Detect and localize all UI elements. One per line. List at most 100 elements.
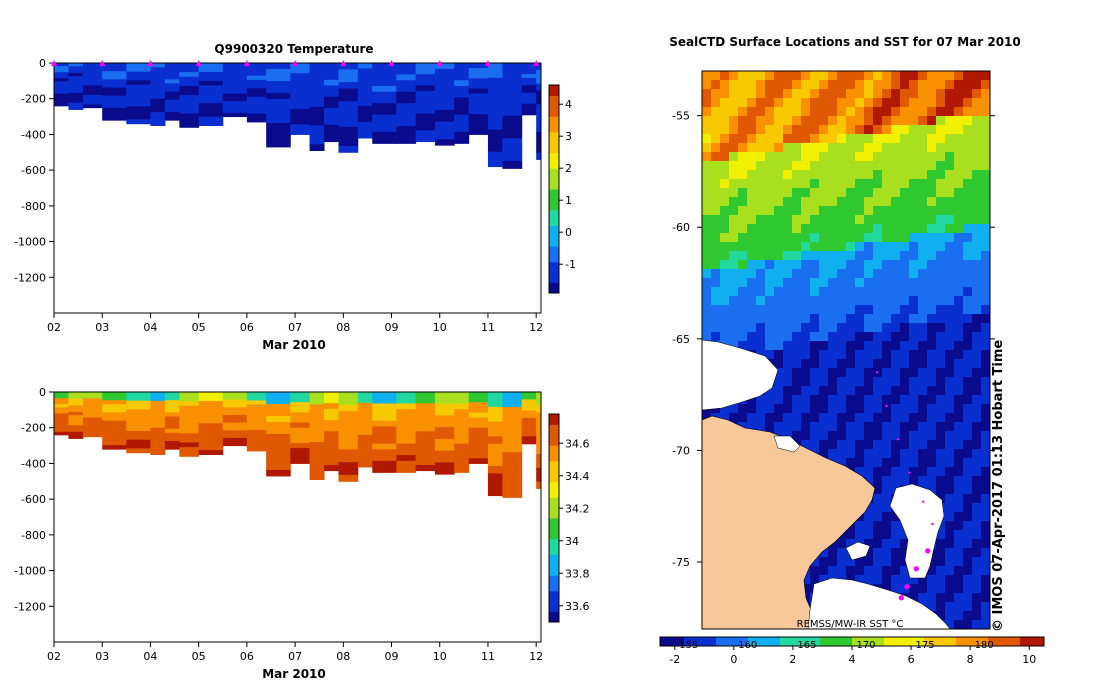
sst-cell (963, 170, 973, 180)
sst-cell (954, 98, 964, 108)
sst-cell (711, 215, 721, 225)
sst-cell (882, 395, 892, 405)
sst-cell (972, 341, 982, 351)
x-tick-label: 04 (143, 650, 157, 663)
sst-cell (828, 350, 838, 360)
sst-cell (927, 575, 937, 585)
section-cell (54, 72, 69, 76)
section-cell (324, 403, 339, 410)
sst-cell (801, 107, 811, 117)
sst-cell (972, 539, 982, 549)
section-cell (324, 102, 339, 109)
colorbar-swatch (820, 637, 829, 646)
sst-cell (909, 134, 919, 144)
section-cell (536, 467, 541, 476)
surface-profile-markers (51, 60, 540, 66)
sst-cell (972, 116, 982, 126)
sst-cell (891, 386, 901, 396)
section-cell (68, 415, 84, 420)
sst-cell (945, 467, 955, 477)
sst-cell (972, 332, 982, 342)
section-cell (246, 84, 267, 89)
section-cell (246, 100, 267, 106)
sst-cell (873, 134, 883, 144)
sst-cell (945, 557, 955, 567)
sst-cell (936, 296, 946, 306)
sst-cell (918, 188, 928, 198)
sst-cell (738, 323, 748, 333)
sst-cell (783, 197, 793, 207)
section-cell (454, 403, 470, 410)
sst-cell (900, 125, 910, 135)
sst-cell (945, 251, 955, 261)
sst-cell (864, 107, 874, 117)
sst-cell (945, 458, 955, 468)
section-cell (102, 111, 127, 117)
section-cell (487, 151, 503, 160)
sst-cell (702, 287, 712, 297)
y-tick-label: 0 (39, 386, 46, 399)
section-cell (309, 404, 325, 412)
section-cell (126, 67, 151, 73)
sst-cell (702, 323, 712, 333)
sst-cell (837, 449, 847, 459)
sst-cell (792, 350, 802, 360)
section-cell (150, 63, 166, 68)
section-cell (266, 92, 291, 100)
lat-tick-label: -60 (672, 221, 690, 234)
sst-cell (855, 98, 865, 108)
sst-cell (756, 314, 766, 324)
sst-cell (936, 539, 946, 549)
sst-cell (900, 242, 910, 252)
y-tick-label: -1000 (14, 565, 46, 578)
x-tick-label: 08 (336, 650, 350, 663)
sst-cell (873, 206, 883, 216)
sst-cell (918, 332, 928, 342)
colorbar-swatch (549, 111, 559, 117)
sst-cell (981, 350, 990, 360)
sst-cell (792, 314, 802, 324)
sst-cell (783, 224, 793, 234)
sst-cell (756, 89, 766, 99)
sst-cell (918, 368, 928, 378)
section-cell (82, 98, 103, 102)
sst-cell (711, 143, 721, 153)
section-cell (521, 428, 537, 434)
colorbar-swatch (549, 121, 559, 128)
section-cell (54, 102, 69, 107)
sst-cell (900, 314, 910, 324)
section-cell (396, 460, 417, 468)
section-cell (487, 129, 503, 138)
section-cell (54, 99, 69, 104)
sst-cell (954, 305, 964, 315)
sst-cell (918, 215, 928, 225)
sst-cell (882, 206, 892, 216)
section-cell (179, 63, 200, 69)
sst-cell (756, 224, 766, 234)
sst-cell (963, 305, 973, 315)
sst-cell (819, 98, 829, 108)
section-cell (290, 119, 311, 125)
sst-cell (801, 350, 811, 360)
sst-cell (909, 224, 919, 234)
longitude-tick-label: 165 (797, 640, 816, 651)
sst-cell (918, 458, 928, 468)
sst-cell (891, 323, 901, 333)
sst-cell (936, 179, 946, 189)
section-cell (434, 109, 455, 117)
section-cell (415, 408, 436, 415)
sst-cell (918, 143, 928, 153)
sst-cell (783, 368, 793, 378)
sst-cell (981, 341, 990, 351)
colorbar-swatch (836, 637, 845, 646)
temperature-section-cells (54, 63, 541, 169)
sst-cell (936, 107, 946, 117)
y-tick-label: -200 (21, 422, 46, 435)
sst-cell (900, 422, 910, 432)
sst-cell (972, 197, 982, 207)
sst-cell (792, 260, 802, 270)
sst-cell (720, 197, 730, 207)
sst-cell (900, 440, 910, 450)
sst-cell (981, 170, 990, 180)
sst-cell (891, 161, 901, 171)
